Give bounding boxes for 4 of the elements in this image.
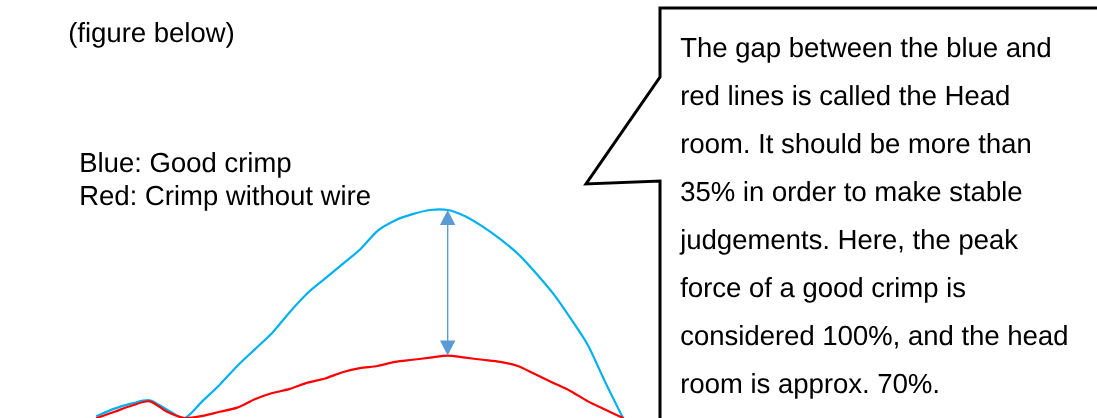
- annotation: Red: Crimp without wire: [81, 185, 370, 211]
- text: Blue: Good crimp: [81, 152, 291, 178]
- text: (figure below): [69, 22, 234, 48]
- text: The gap between the blue and red lines is called the Head room. It should be more than 35% in order to make stable judgements. Here, the peak force of a good crimp is considered 100%, and the head room is approx. 70%.: [679, 37, 1067, 399]
